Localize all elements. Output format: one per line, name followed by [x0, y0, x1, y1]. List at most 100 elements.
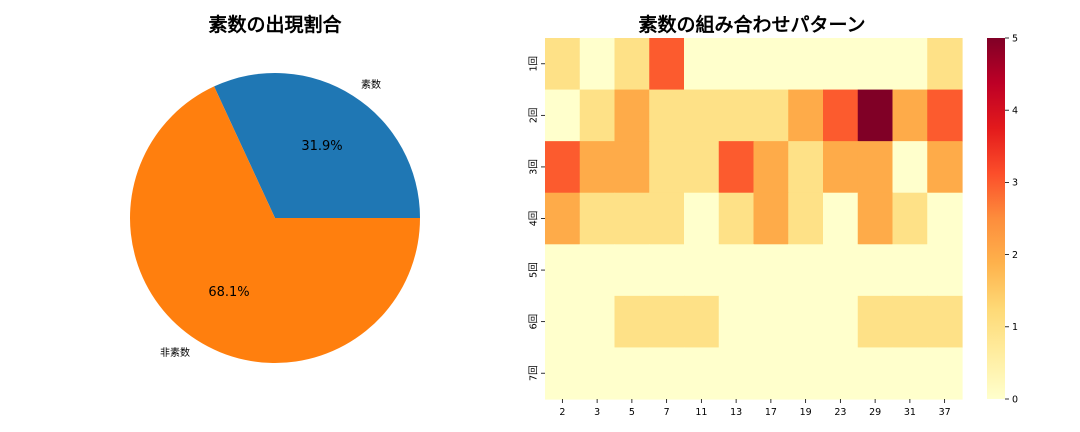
heatmap-cell	[927, 141, 963, 194]
heatmap-cell	[718, 38, 755, 91]
heatmap-cell	[927, 347, 963, 400]
y-tick-label: 3回	[528, 159, 539, 175]
heatmap-cell	[927, 295, 963, 349]
heatmap-cell	[718, 244, 755, 297]
heatmap-cell	[545, 347, 581, 400]
heatmap-cell	[649, 38, 685, 91]
x-tick-label: 3	[594, 407, 600, 418]
heatmap-cell	[753, 295, 789, 349]
x-tick-label: 7	[664, 407, 670, 418]
heatmap-cell	[892, 141, 928, 194]
colorbar-tick-label: 0	[1012, 394, 1018, 405]
heatmap-cell	[753, 38, 789, 91]
heatmap-cell	[823, 38, 859, 91]
y-tick-label: 1回	[528, 56, 539, 72]
heatmap-cell	[927, 192, 963, 245]
heatmap-cell	[579, 38, 616, 91]
heatmap-cell	[892, 347, 928, 400]
heatmap-cell	[823, 244, 859, 297]
heatmap-cell	[614, 244, 650, 297]
slice-pct-nonprime: 68.1%	[208, 285, 249, 300]
heatmap-cell	[892, 38, 928, 91]
heatmap-cell	[892, 295, 928, 349]
heatmap-cell	[649, 141, 685, 194]
x-tick-label: 17	[765, 407, 777, 418]
heatmap-cell	[927, 244, 963, 297]
heatmap-y-ticks: 1回 2回 3回 4回 5回 6回 7回	[528, 56, 545, 381]
heatmap-cell	[857, 244, 894, 297]
colorbar-gradient	[987, 38, 1005, 399]
heatmap-cell	[788, 89, 824, 142]
heatmap-cell	[823, 141, 859, 194]
heatmap-cell	[649, 295, 685, 349]
heatmap-cell	[684, 38, 720, 91]
heatmap-title: 素数の組み合わせパターン	[638, 13, 865, 36]
heatmap-cell	[684, 141, 720, 194]
heatmap-cell	[788, 295, 824, 349]
y-tick-label: 5回	[528, 262, 539, 278]
heatmap-cell	[753, 89, 789, 142]
heatmap-cell	[579, 141, 616, 194]
heatmap-cell	[823, 192, 859, 245]
x-tick-label: 2	[559, 407, 565, 418]
heatmap-cell	[788, 192, 824, 245]
heatmap-cell	[823, 295, 859, 349]
x-tick-label: 31	[904, 407, 916, 418]
x-tick-label: 13	[730, 407, 742, 418]
heatmap-cell	[718, 295, 755, 349]
heatmap-cell	[649, 192, 685, 245]
y-tick-label: 2回	[528, 108, 539, 124]
heatmap-cell	[649, 89, 685, 142]
heatmap-cell	[788, 244, 824, 297]
heatmap-cell	[718, 141, 755, 194]
colorbar-tick-label: 3	[1012, 178, 1018, 189]
heatmap-cell	[718, 192, 755, 245]
heatmap-cell	[614, 89, 650, 142]
heatmap-cell	[545, 89, 581, 142]
heatmap-x-ticks: 2 3 5 7 11 13 17 19 23 29 31 37	[559, 399, 951, 418]
heatmap-cell	[614, 141, 650, 194]
slice-label-nonprime: 非素数	[160, 346, 190, 359]
heatmap-cell	[684, 244, 720, 297]
heatmap-cell	[649, 347, 685, 400]
y-tick-label: 7回	[528, 365, 539, 381]
x-tick-label: 5	[629, 407, 635, 418]
colorbar-ticks: 0 1 2 3 4 5	[1005, 33, 1018, 405]
heatmap-cell	[579, 295, 616, 349]
heatmap-cell	[753, 141, 789, 194]
heatmap-cell	[545, 141, 581, 194]
heatmap-cell	[788, 141, 824, 194]
heatmap-cell	[788, 38, 824, 91]
x-tick-label: 37	[939, 407, 951, 418]
heatmap-cell	[579, 244, 616, 297]
pie-slices	[129, 72, 420, 363]
heatmap-cell	[857, 347, 894, 400]
heatmap-cell	[857, 192, 894, 245]
heatmap-cell	[753, 192, 789, 245]
heatmap-cell	[753, 244, 789, 297]
heatmap-cell	[892, 89, 928, 142]
x-tick-label: 29	[869, 407, 881, 418]
heatmap-cell	[579, 192, 616, 245]
heatmap-cell	[614, 192, 650, 245]
colorbar-tick-label: 4	[1012, 106, 1018, 117]
heatmap-cell	[892, 244, 928, 297]
heatmap-cell	[823, 89, 859, 142]
heatmap-cell	[579, 89, 616, 142]
heatmap-cell	[753, 347, 789, 400]
pie-slice-prime	[214, 72, 420, 218]
colorbar-tick-label: 1	[1012, 322, 1018, 333]
heatmap-cell	[788, 347, 824, 400]
pie-chart: 素数の出現割合 素数 非素数 31.9% 68.1%	[129, 13, 420, 363]
heatmap-cell	[684, 89, 720, 142]
y-tick-label: 6回	[528, 314, 539, 330]
heatmap-cell	[684, 192, 720, 245]
heatmap-cell	[545, 244, 581, 297]
heatmap-cell	[579, 347, 616, 400]
heatmap-cell	[927, 38, 963, 91]
heatmap-cell	[545, 192, 581, 245]
colorbar-tick-label: 5	[1012, 33, 1018, 44]
x-tick-label: 23	[834, 407, 846, 418]
heatmap-cell	[718, 347, 755, 400]
